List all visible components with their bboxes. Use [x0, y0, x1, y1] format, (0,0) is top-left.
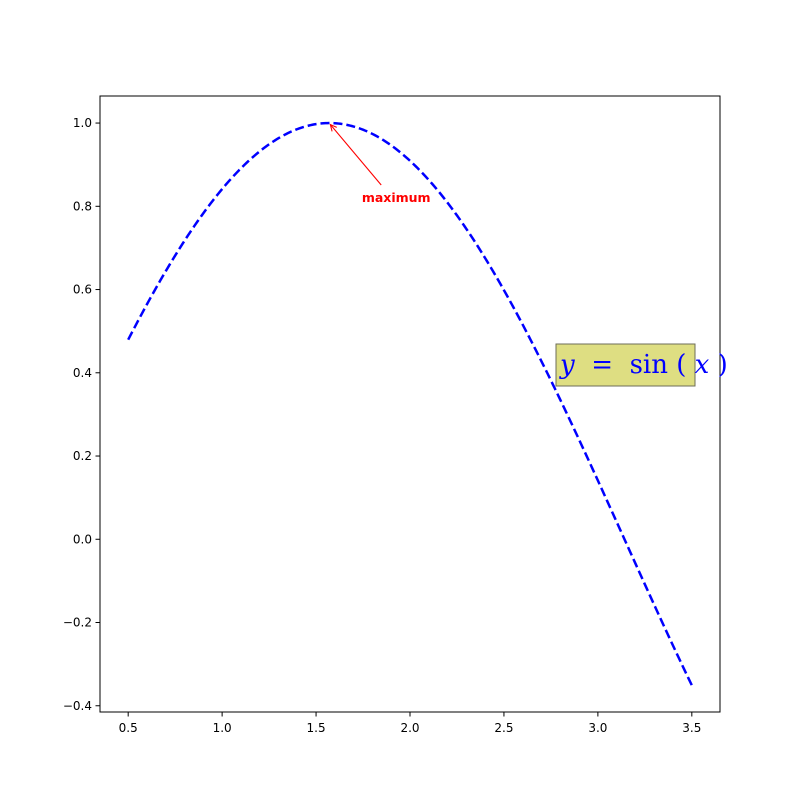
x-tick-label: 1.0 [213, 721, 232, 735]
x-tick-label: 3.0 [588, 721, 607, 735]
y-tick-label: 0.2 [73, 449, 92, 463]
formula-box: y = sin ( x ) [555, 343, 728, 387]
formula-var-x: x [695, 350, 710, 380]
y-tick-label: 1.0 [73, 116, 92, 130]
annotation-maximum-label: maximum [362, 190, 431, 205]
x-tick-label: 3.5 [682, 721, 701, 735]
formula-equals: = [583, 350, 621, 380]
x-tick-label: 1.5 [307, 721, 326, 735]
x-tick-label: 0.5 [119, 721, 138, 735]
formula-var-y: y [559, 350, 575, 380]
axes-frame [99, 95, 721, 713]
formula-open-paren: ( [676, 350, 686, 380]
y-axis: −0.4 −0.2 0.0 0.2 0.4 0.6 0.8 1.0 [63, 116, 100, 713]
annotation-arrow [329, 124, 382, 186]
plot-content [127, 121, 693, 686]
y-tick-label: 0.6 [73, 283, 92, 297]
y-tick-label: 0.0 [73, 532, 92, 546]
formula-label: y = sin ( x ) [559, 350, 728, 380]
y-tick-label: −0.2 [63, 616, 92, 630]
formula-box-background [555, 343, 696, 387]
y-tick-label: −0.4 [63, 699, 92, 713]
y-tick-label: 0.4 [73, 366, 92, 380]
series-line-sin [127, 121, 693, 686]
y-tick-label: 0.8 [73, 199, 92, 213]
annotation-arrow-head [329, 123, 337, 132]
x-tick-label: 2.0 [400, 721, 419, 735]
formula-func: sin [630, 350, 669, 380]
annotations-layer: maximum y = sin ( x ) [329, 123, 728, 387]
x-tick-label: 2.5 [494, 721, 513, 735]
formula-close-paren: ) [718, 350, 728, 380]
x-axis: 0.5 1.0 1.5 2.0 2.5 3.0 3.5 [119, 712, 701, 735]
